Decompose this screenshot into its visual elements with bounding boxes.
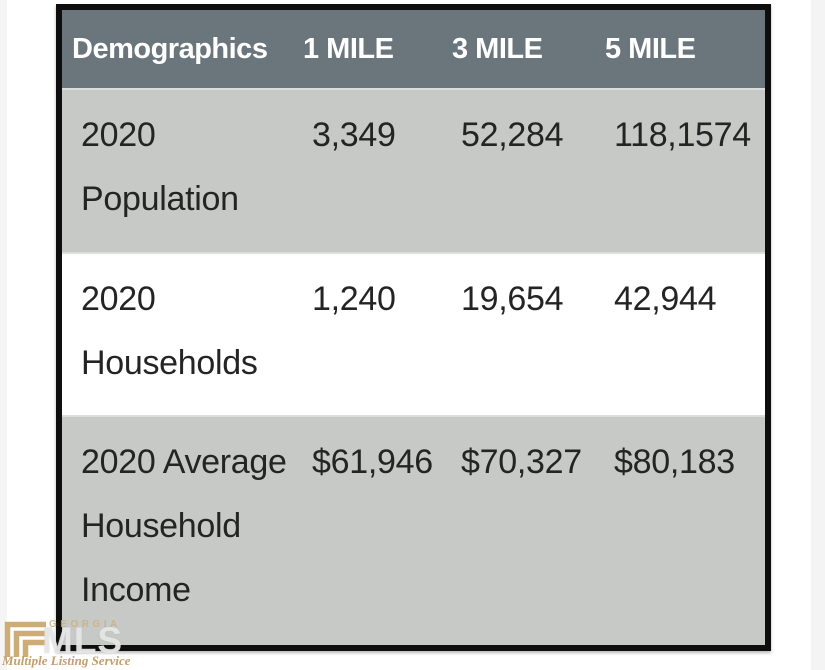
table-row-avg-income: 2020 Average Household Income $61,946 $7…: [62, 415, 765, 645]
row-label-population: 2020 Population: [81, 116, 239, 218]
watermark-tagline: Multiple Listing Service: [2, 653, 131, 668]
table-row-households: 2020 Households 1,240 19,654 42,944: [62, 252, 765, 415]
table-row-population: 2020 Population 3,349 52,284 118,1574: [62, 88, 765, 252]
table-header-row: Demographics 1 MILE 3 MILE 5 MILE: [62, 10, 765, 88]
households-5-mile: 42,944: [614, 280, 717, 318]
header-5-mile: 5 MILE: [605, 32, 696, 65]
gamls-logo-icon: [4, 621, 46, 657]
header-1-mile: 1 MILE: [303, 32, 394, 65]
population-3-mile: 52,284: [461, 116, 564, 154]
avg-income-1-mile: $61,946: [312, 443, 433, 481]
population-1-mile: 3,349: [312, 116, 396, 154]
avg-income-3-mile: $70,327: [461, 443, 582, 481]
avg-income-5-mile: $80,183: [614, 443, 735, 481]
demographics-table: Demographics 1 MILE 3 MILE 5 MILE 2020 P…: [56, 4, 771, 651]
header-demographics: Demographics: [72, 32, 268, 65]
row-label-households: 2020 Households: [81, 280, 258, 382]
header-3-mile: 3 MILE: [452, 32, 543, 65]
population-5-mile: 118,1574: [614, 116, 751, 154]
households-1-mile: 1,240: [312, 280, 396, 318]
page-edge-left: [0, 0, 7, 670]
page-edge-right: [811, 0, 825, 670]
row-label-avg-income: 2020 Average Household Income: [81, 443, 287, 609]
households-3-mile: 19,654: [461, 280, 564, 318]
